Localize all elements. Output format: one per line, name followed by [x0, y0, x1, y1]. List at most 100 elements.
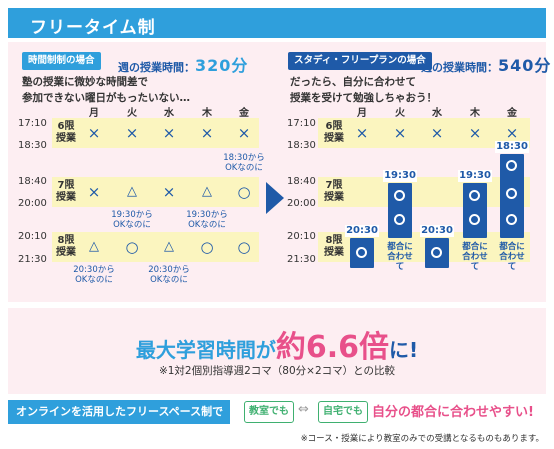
mark-triangle: △	[164, 239, 174, 254]
right-arrow-icon	[266, 182, 284, 214]
period-7-band	[52, 177, 259, 207]
circle-icon	[394, 214, 405, 225]
home-chip: 自宅でも	[318, 401, 368, 423]
headline-part3: に!	[389, 338, 419, 362]
note-text: OKなのに	[113, 220, 151, 230]
headline: 最大学習時間が約6.6倍に!	[0, 322, 554, 366]
period-6-label: 6限 授業	[318, 121, 350, 145]
bar-start-time: 20:30	[420, 225, 454, 237]
period-text: 7限	[325, 180, 343, 191]
time-label: 17:10	[18, 118, 47, 129]
time-label: 18:30	[18, 140, 47, 151]
right-description: だったら、自分に合わせて 授業を受けて勉強しちゃおう！	[290, 74, 437, 106]
comparison-note: ※1対2個別指導週2コマ（80分×2コマ）との比較	[158, 365, 396, 377]
note-text: 18:30から	[223, 153, 265, 163]
classroom-chip: 教室でも	[244, 401, 294, 423]
ok-note: 19:30から OKなのに	[180, 210, 234, 230]
period-text: 授業	[56, 247, 76, 258]
day-wed: 水	[432, 108, 442, 119]
ok-note: 20:30から OKなのに	[67, 265, 121, 285]
circle-icon	[431, 247, 442, 258]
right-desc-line1: だったら、自分に合わせて	[290, 76, 416, 88]
time-label: 17:10	[287, 118, 316, 129]
note-text: 都合に	[462, 242, 488, 252]
mark-triangle: △	[127, 184, 137, 199]
period-8-band	[52, 232, 259, 262]
mark-cross: ×	[200, 124, 214, 142]
mark-cross: ×	[393, 124, 407, 142]
time-label: 20:10	[287, 231, 316, 242]
time-label: 18:30	[287, 140, 316, 151]
mark-triangle: △	[89, 239, 99, 254]
day-wed: 水	[164, 108, 174, 119]
headline-panel	[8, 308, 546, 394]
left-desc-line1: 塾の授業に微妙な時間差で	[22, 76, 148, 88]
left-weekly-time: 週の授業時間：320分	[118, 52, 248, 76]
circle-icon	[469, 190, 480, 201]
right-desc-line2: 授業を受けて勉強しちゃおう！	[290, 92, 437, 104]
mark-cross: ×	[430, 124, 444, 142]
period-text: 6限	[325, 121, 343, 132]
footnote: ※コース・授業により教室のみでの受講となるものもあります。	[300, 434, 544, 444]
ok-note: 19:30から OKなのに	[105, 210, 159, 230]
time-label: 18:40	[18, 176, 47, 187]
period-text: 授業	[324, 247, 344, 258]
mark-cross: ×	[237, 124, 251, 142]
title-bar: フリータイム制	[8, 8, 546, 38]
mark-circle: ○	[200, 238, 214, 256]
mark-cross: ×	[125, 124, 139, 142]
headline-multiplier: 約6.6倍	[275, 330, 390, 365]
note-text: OKなのに	[150, 275, 188, 285]
mark-circle: ○	[237, 183, 251, 201]
mark-cross: ×	[87, 124, 101, 142]
period-8-label: 8限 授業	[50, 235, 82, 259]
mark-cross: ×	[162, 183, 176, 201]
time-label: 20:10	[18, 231, 47, 242]
ok-note: 20:30から OKなのに	[142, 265, 196, 285]
day-mon: 月	[89, 108, 99, 119]
day-thu: 木	[202, 108, 212, 119]
note-text: 合わせて	[462, 252, 488, 272]
mark-circle: ○	[237, 238, 251, 256]
online-free-space-label: オンラインを活用したフリースペース制で	[8, 400, 230, 424]
headline-part1: 最大学習時間が	[135, 338, 276, 362]
day-fri: 金	[239, 108, 249, 119]
period-7-label: 7限 授業	[318, 180, 350, 204]
circle-icon	[506, 160, 517, 171]
circle-icon	[394, 190, 405, 201]
left-weekly-value: 320分	[195, 56, 249, 75]
left-description: 塾の授業に微妙な時間差で 参加できない曜日がもったいない…	[22, 74, 190, 106]
time-system-badge: 時間制制の場合	[22, 52, 101, 70]
period-6-label: 6限 授業	[50, 121, 82, 145]
study-free-plan-badge: スタディ・フリープランの場合	[288, 52, 432, 70]
bar-start-time: 18:30	[495, 141, 529, 153]
circle-icon	[356, 247, 367, 258]
note-text: 20:30から	[73, 265, 115, 275]
mark-cross: ×	[505, 124, 519, 142]
period-text: 授業	[56, 192, 76, 203]
slogan: 自分の都合に合わせやすい!	[372, 405, 534, 420]
time-label: 18:40	[287, 176, 316, 187]
ok-note: 18:30から OKなのに	[217, 153, 271, 173]
period-6-band	[52, 118, 259, 148]
note-text: OKなのに	[75, 275, 113, 285]
mark-cross: ×	[87, 183, 101, 201]
note-text: 都合に	[387, 242, 413, 252]
note-text: 合わせて	[387, 252, 413, 272]
period-8-label: 8限 授業	[318, 235, 350, 259]
page-title: フリータイム制	[30, 18, 156, 38]
day-mon: 月	[357, 108, 367, 119]
bar-start-time: 19:30	[383, 170, 417, 182]
time-label: 21:30	[18, 254, 47, 265]
period-text: 授業	[324, 192, 344, 203]
time-label: 21:30	[287, 254, 316, 265]
day-tue: 火	[127, 108, 137, 119]
period-text: 授業	[56, 133, 76, 144]
period-text: 8限	[325, 235, 343, 246]
adjust-note: 都合に 合わせて	[497, 242, 527, 272]
right-weekly-time: 週の授業時間：540分	[421, 52, 551, 76]
circle-icon	[506, 188, 517, 199]
note-text: OKなのに	[188, 220, 226, 230]
adjust-note: 都合に 合わせて	[460, 242, 490, 272]
right-weekly-label: 週の授業時間：	[421, 61, 498, 74]
